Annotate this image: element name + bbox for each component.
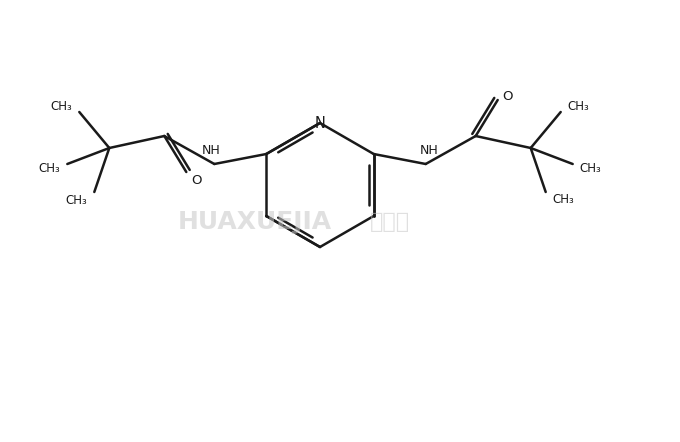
Text: O: O <box>503 89 513 103</box>
Text: CH₃: CH₃ <box>568 100 590 114</box>
Text: CH₃: CH₃ <box>553 194 575 206</box>
Text: HUAXUEJIA: HUAXUEJIA <box>178 210 332 234</box>
Text: O: O <box>191 174 201 187</box>
Text: CH₃: CH₃ <box>65 194 87 206</box>
Text: N: N <box>315 115 326 130</box>
Text: CH₃: CH₃ <box>580 163 602 175</box>
Text: CH₃: CH₃ <box>50 100 72 114</box>
Text: NH: NH <box>420 144 438 156</box>
Text: 化学加: 化学加 <box>370 212 410 232</box>
Text: NH: NH <box>202 144 221 156</box>
Text: CH₃: CH₃ <box>39 163 61 175</box>
